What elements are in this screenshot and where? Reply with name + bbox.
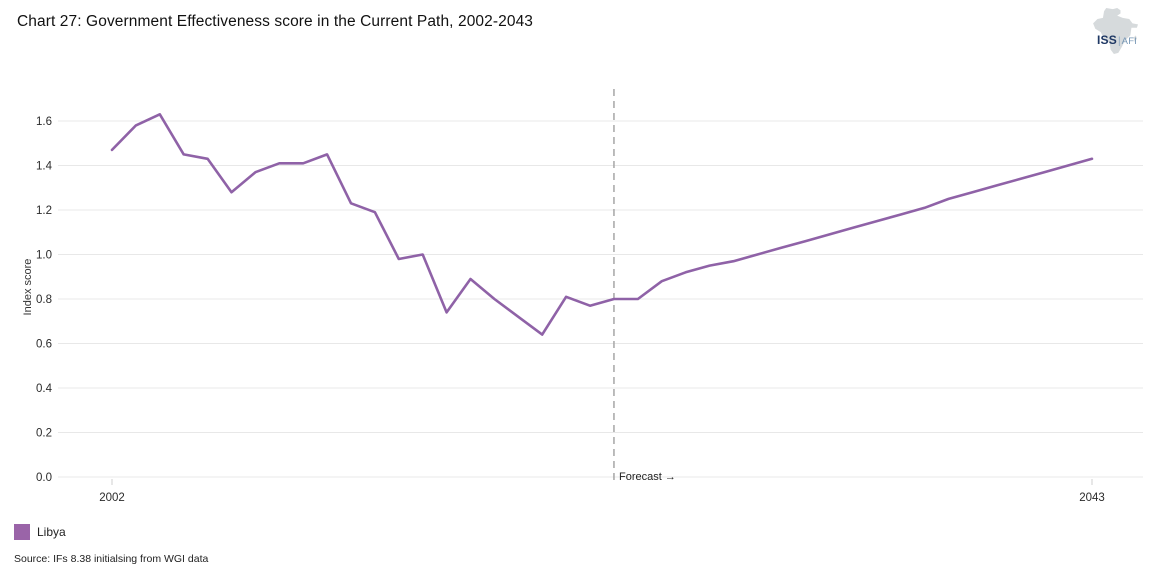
y-tick-label: 1.0 <box>36 250 52 262</box>
x-tick-label: 2002 <box>99 492 125 504</box>
y-tick-label: 0.6 <box>36 339 52 351</box>
forecast-label: Forecast → <box>619 471 676 483</box>
y-tick-label: 1.2 <box>36 205 52 217</box>
legend-swatch-libya <box>14 524 30 540</box>
y-tick-label: 1.6 <box>36 116 52 128</box>
y-tick-label: 0.8 <box>36 294 52 306</box>
y-tick-label: 0.2 <box>36 428 52 440</box>
y-tick-label: 0.4 <box>36 383 53 395</box>
y-tick-label: 1.4 <box>36 161 53 173</box>
page-title: Chart 27: Government Effectiveness score… <box>17 13 534 30</box>
y-tick-label: 0.0 <box>36 472 52 484</box>
source-note: Source: IFs 8.38 initialsing from WGI da… <box>14 553 209 565</box>
iss-afi-logo: ISS|AFI <box>1090 8 1140 54</box>
logo-wordmark: ISS|AFI <box>1097 31 1137 49</box>
series-line-libya <box>110 113 1094 336</box>
africa-map-icon <box>1093 8 1138 54</box>
logo-separator: | <box>1117 36 1121 47</box>
logo-text-iss: ISS <box>1097 33 1117 47</box>
logo-text-afi: AFI <box>1121 36 1138 47</box>
legend-label-libya: Libya <box>37 525 66 539</box>
x-tick-label: 2043 <box>1079 492 1105 504</box>
legend: Libya <box>14 524 66 540</box>
